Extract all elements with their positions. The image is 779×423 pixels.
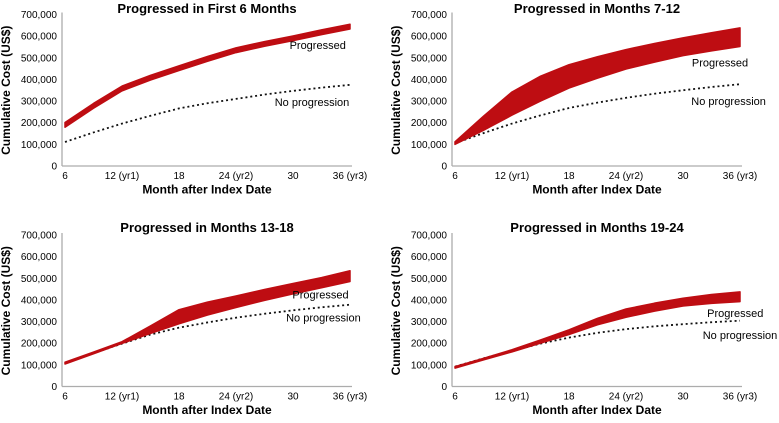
- x-tick-label: 24 (yr2): [219, 392, 253, 403]
- chart-title: Progressed in Months 19-24: [510, 220, 684, 235]
- x-tick-label: 36 (yr3): [723, 392, 757, 403]
- y-tick-label: 100,000: [21, 360, 58, 371]
- y-tick-label: 400,000: [411, 295, 448, 306]
- x-tick-label: 12 (yr1): [495, 392, 529, 403]
- x-tick-label: 18: [563, 171, 575, 182]
- y-axis-title: Cumulative Cost (US$): [389, 26, 403, 155]
- y-tick-label: 0: [441, 382, 447, 393]
- chart-title: Progressed in First 6 Months: [117, 1, 296, 16]
- x-tick-label: 30: [677, 392, 689, 403]
- y-tick-label: 400,000: [21, 75, 58, 86]
- x-axis-title: Month after Index Date: [532, 403, 662, 417]
- progressed-band: [64, 269, 351, 365]
- x-tick-label: 30: [287, 392, 299, 403]
- y-tick-label: 200,000: [21, 339, 58, 350]
- x-tick-label: 30: [287, 171, 299, 182]
- y-tick-label: 300,000: [21, 317, 58, 328]
- x-axis-title: Month after Index Date: [532, 183, 662, 197]
- y-tick-label: 300,000: [21, 97, 58, 108]
- no-progression-label: No progression: [286, 313, 361, 325]
- x-axis-title: Month after Index Date: [142, 403, 272, 417]
- no-progression-line: [64, 83, 351, 143]
- y-tick-label: 400,000: [21, 295, 58, 306]
- y-axis-title: Cumulative Cost (US$): [0, 26, 13, 155]
- y-tick-label: 200,000: [411, 118, 448, 129]
- y-tick-label: 600,000: [21, 32, 58, 43]
- chart-svg-months-7-12: 0 100,000 200,000 300,000 400,000 500,000 600,…: [389, 1, 766, 197]
- y-tick-label: 700,000: [21, 10, 58, 21]
- chart-progressed-months-13-18: 0 100,000 200,000 300,000 400,000 500,000 600,…: [0, 210, 390, 423]
- x-tick-label: 12 (yr1): [105, 392, 139, 403]
- chart-progressed-first-6-months: 0 100,000 200,000 300,000 400,000 500,000 600,…: [0, 0, 390, 210]
- y-tick-label: 600,000: [411, 252, 448, 263]
- y-tick-label: 200,000: [411, 339, 448, 350]
- progressed-label: Progressed: [290, 40, 346, 52]
- x-tick-label: 6: [62, 171, 68, 182]
- y-tick-label: 400,000: [411, 75, 448, 86]
- x-tick-label: 24 (yr2): [219, 171, 253, 182]
- progressed-band: [64, 23, 351, 129]
- x-tick-label: 24 (yr2): [609, 392, 643, 403]
- chart-svg-months-13-18: 0 100,000 200,000 300,000 400,000 500,000 600,…: [0, 220, 367, 417]
- y-tick-label: 0: [51, 162, 57, 173]
- y-tick-label: 100,000: [21, 140, 58, 151]
- y-tick-label: 500,000: [21, 53, 58, 64]
- x-tick-label: 12 (yr1): [495, 171, 529, 182]
- no-progression-label: No progression: [691, 96, 766, 108]
- chart-progressed-months-7-12: 0 100,000 200,000 300,000 400,000 500,000 600,…: [389, 0, 779, 210]
- y-tick-label: 700,000: [411, 10, 448, 21]
- y-tick-label: 600,000: [411, 32, 448, 43]
- chart-progressed-months-19-24: 0 100,000 200,000 300,000 400,000 500,000 600,…: [389, 210, 779, 423]
- y-tick-label: 100,000: [411, 360, 448, 371]
- progressed-band: [454, 291, 741, 369]
- no-progression-line: [454, 319, 741, 368]
- chart-title: Progressed in Months 13-18: [120, 220, 293, 235]
- x-tick-label: 18: [173, 392, 185, 403]
- y-tick-label: 200,000: [21, 118, 58, 129]
- no-progression-label: No progression: [275, 97, 350, 109]
- y-tick-label: 700,000: [411, 231, 448, 242]
- y-tick-label: 500,000: [411, 53, 448, 64]
- no-progression-label: No progression: [703, 330, 778, 342]
- y-tick-label: 600,000: [21, 252, 58, 263]
- y-axis-title: Cumulative Cost (US$): [0, 246, 13, 375]
- x-tick-label: 24 (yr2): [609, 171, 643, 182]
- x-tick-label: 18: [563, 392, 575, 403]
- y-axis-title: Cumulative Cost (US$): [389, 246, 403, 375]
- y-tick-label: 0: [51, 382, 57, 393]
- x-tick-label: 6: [62, 392, 68, 403]
- y-tick-label: 300,000: [411, 97, 448, 108]
- x-tick-label: 36 (yr3): [333, 392, 367, 403]
- progressed-label: Progressed: [692, 58, 748, 70]
- x-tick-label: 6: [452, 171, 458, 182]
- y-tick-label: 300,000: [411, 317, 448, 328]
- y-tick-label: 500,000: [411, 274, 448, 285]
- x-tick-label: 36 (yr3): [723, 171, 757, 182]
- progressed-label: Progressed: [707, 308, 763, 320]
- x-axis-title: Month after Index Date: [142, 183, 272, 197]
- y-tick-label: 700,000: [21, 231, 58, 242]
- x-tick-label: 18: [173, 171, 185, 182]
- progressed-label: Progressed: [292, 290, 348, 302]
- chart-svg-months-19-24: 0 100,000 200,000 300,000 400,000 500,000 600,…: [389, 220, 778, 417]
- y-tick-label: 0: [441, 162, 447, 173]
- chart-title: Progressed in Months 7-12: [514, 1, 680, 16]
- x-tick-label: 30: [677, 171, 689, 182]
- y-tick-label: 100,000: [411, 140, 448, 151]
- no-progression-line: [454, 83, 741, 145]
- x-tick-label: 6: [452, 392, 458, 403]
- y-tick-label: 500,000: [21, 274, 58, 285]
- x-tick-label: 12 (yr1): [105, 171, 139, 182]
- chart-svg-first-6-months: 0 100,000 200,000 300,000 400,000 500,000 600,…: [0, 1, 367, 197]
- progressed-band: [454, 27, 741, 146]
- x-tick-label: 36 (yr3): [333, 171, 367, 182]
